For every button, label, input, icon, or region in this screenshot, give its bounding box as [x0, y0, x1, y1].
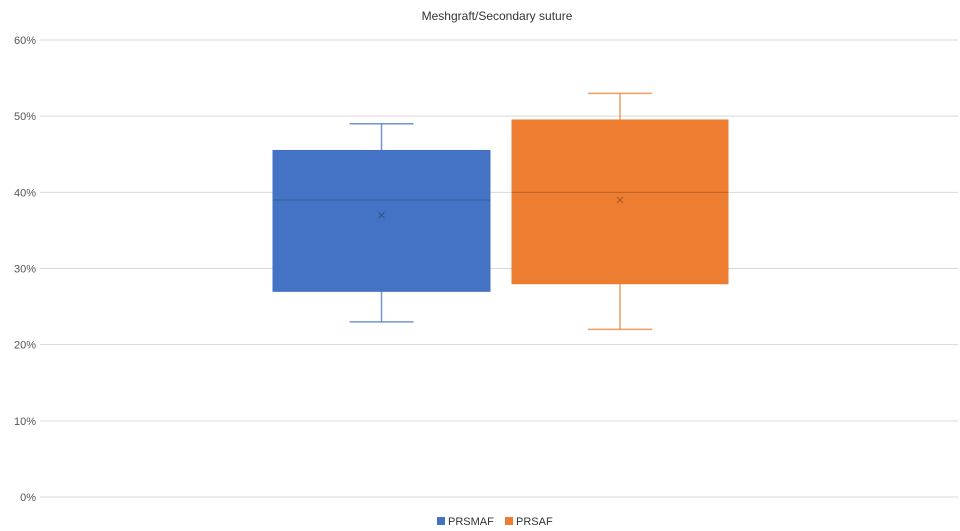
- y-tick-label: 0%: [20, 492, 36, 504]
- y-axis-tick-labels: 0% 10% 20% 30% 40% 50% 60%: [14, 35, 36, 504]
- y-tick-label: 50%: [14, 111, 36, 123]
- legend-swatch-prsmaf: [437, 517, 445, 525]
- boxes: [272, 92, 729, 331]
- iqr-box: [272, 149, 491, 292]
- box-prsmaf: [272, 123, 491, 323]
- y-tick-label: 20%: [14, 340, 36, 352]
- mean-marker: [616, 196, 624, 204]
- y-tick-label: 60%: [14, 35, 36, 47]
- gridlines: [40, 39, 958, 498]
- legend: PRSMAF PRSAF: [437, 516, 553, 528]
- y-tick-label: 40%: [14, 187, 36, 199]
- box-prsaf: [511, 92, 729, 331]
- mean-marker: [378, 211, 385, 219]
- legend-swatch-prsaf: [505, 517, 513, 525]
- legend-label-prsaf: PRSAF: [516, 516, 553, 528]
- chart-title: Meshgraft/Secondary suture: [422, 9, 573, 23]
- y-tick-label: 10%: [14, 416, 36, 428]
- y-tick-label: 30%: [14, 264, 36, 276]
- iqr-box: [511, 119, 729, 285]
- legend-label-prsmaf: PRSMAF: [448, 516, 494, 528]
